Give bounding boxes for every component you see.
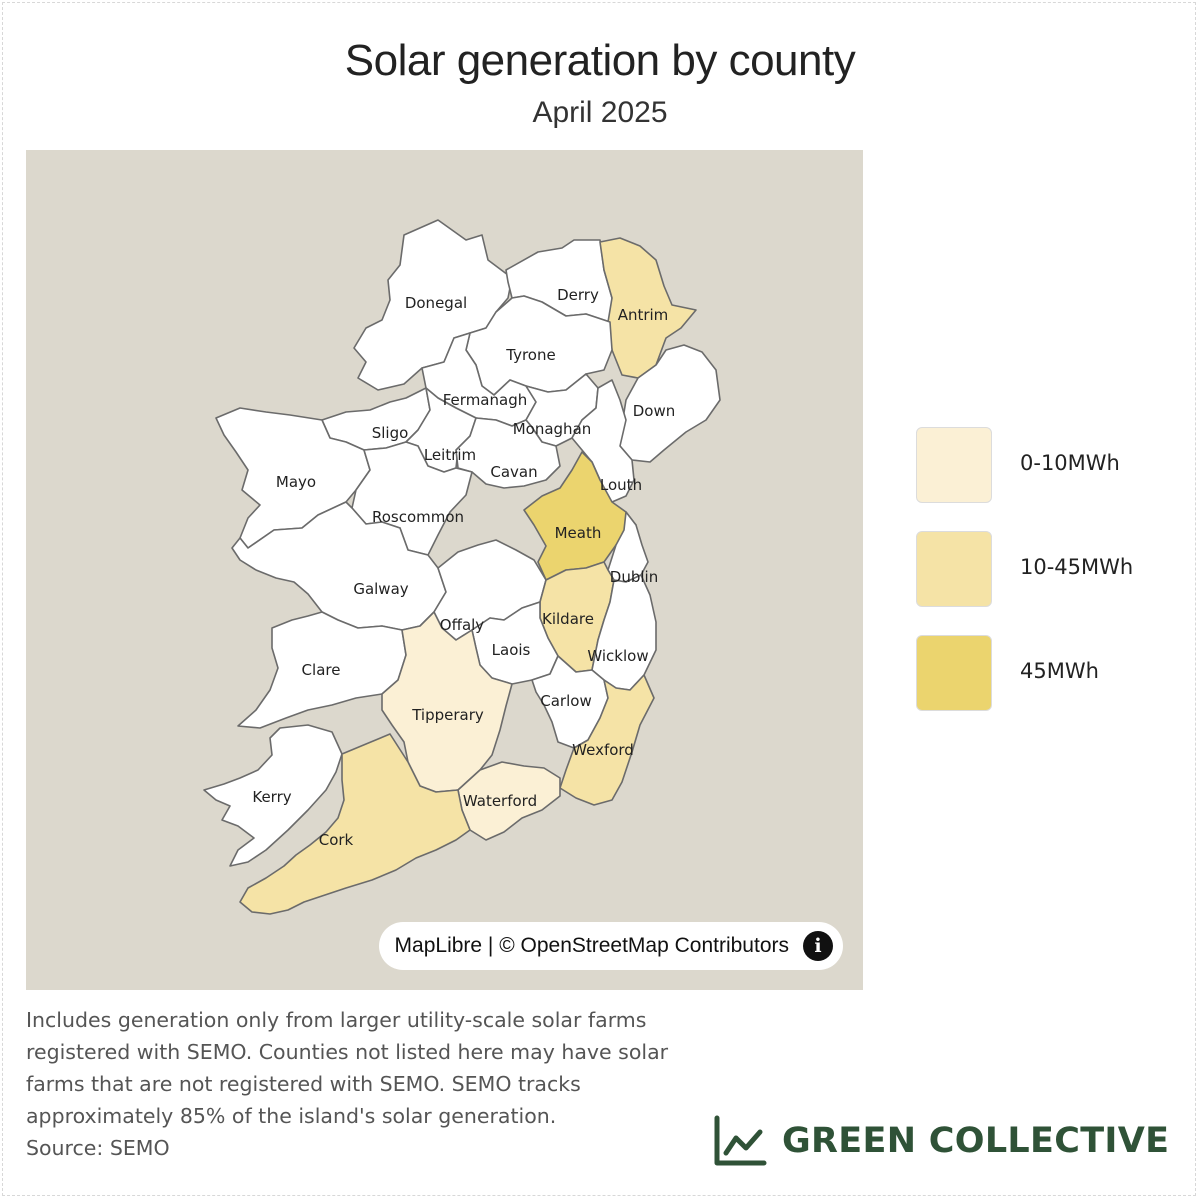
legend-label: 45MWh [1020, 659, 1099, 683]
legend-swatch [916, 531, 992, 607]
legend-swatch [916, 427, 992, 503]
county-label-tipperary: Tipperary [411, 706, 484, 724]
county-label-derry: Derry [557, 286, 599, 304]
county-label-donegal: Donegal [405, 294, 467, 312]
map-title: Solar generation by county [344, 36, 856, 85]
county-label-waterford: Waterford [463, 792, 537, 810]
county-antrim[interactable] [599, 237, 697, 379]
county-clare[interactable] [237, 611, 407, 729]
county-label-down: Down [633, 402, 676, 420]
county-wexford[interactable] [559, 674, 655, 806]
county-kerry[interactable] [203, 724, 343, 867]
county-label-carlow: Carlow [540, 692, 591, 710]
county-label-galway: Galway [353, 580, 408, 598]
map-canvas[interactable]: Donegal Derry Antrim Tyrone Fermanagh Down Sli… [26, 150, 863, 990]
county-label-louth: Louth [600, 476, 642, 494]
county-label-tyrone: Tyrone [505, 346, 555, 364]
county-label-wexford: Wexford [572, 741, 634, 759]
county-label-monaghan: Monaghan [513, 420, 592, 438]
map-attribution: MapLibre | © OpenStreetMap Contributors … [378, 922, 843, 970]
county-label-offaly: Offaly [440, 616, 485, 634]
county-label-cork: Cork [319, 831, 354, 849]
county-label-wicklow: Wicklow [587, 647, 648, 665]
county-tipperary[interactable] [381, 611, 513, 793]
county-label-sligo: Sligo [372, 424, 409, 442]
map-subtitle: April 2025 [532, 96, 668, 129]
county-label-laois: Laois [492, 641, 531, 659]
county-label-cavan: Cavan [490, 463, 537, 481]
county-label-kerry: Kerry [252, 788, 291, 806]
county-label-fermanagh: Fermanagh [443, 391, 527, 409]
footnote: Includes generation only from larger uti… [26, 1004, 706, 1164]
county-label-dublin: Dublin [610, 568, 658, 586]
county-label-roscommon: Roscommon [372, 508, 464, 526]
county-label-meath: Meath [555, 524, 602, 542]
legend-label: 10-45MWh [1020, 555, 1134, 579]
county-cork[interactable] [239, 733, 471, 915]
info-icon[interactable]: i [803, 931, 833, 961]
footnote-body: Includes generation only from larger uti… [26, 1008, 669, 1128]
footnote-source: Source: SEMO [26, 1136, 170, 1160]
county-cavan[interactable] [455, 417, 561, 489]
county-label-kildare: Kildare [542, 610, 594, 628]
attribution-text: MapLibre | © OpenStreetMap Contributors [394, 934, 789, 957]
county-waterford[interactable] [457, 761, 561, 841]
line-chart-icon [714, 1115, 767, 1166]
legend-label: 0-10MWh [1020, 451, 1120, 475]
county-label-leitrim: Leitrim [424, 446, 476, 464]
county-label-mayo: Mayo [276, 473, 316, 491]
county-label-antrim: Antrim [618, 306, 669, 324]
county-label-clare: Clare [302, 661, 341, 679]
legend-swatch [916, 635, 992, 711]
brand-logo: GREEN COLLECTIVE [712, 1112, 1169, 1170]
brand-name: GREEN COLLECTIVE [782, 1121, 1170, 1161]
county-map[interactable]: Donegal Derry Antrim Tyrone Fermanagh Down Sli… [26, 150, 863, 990]
